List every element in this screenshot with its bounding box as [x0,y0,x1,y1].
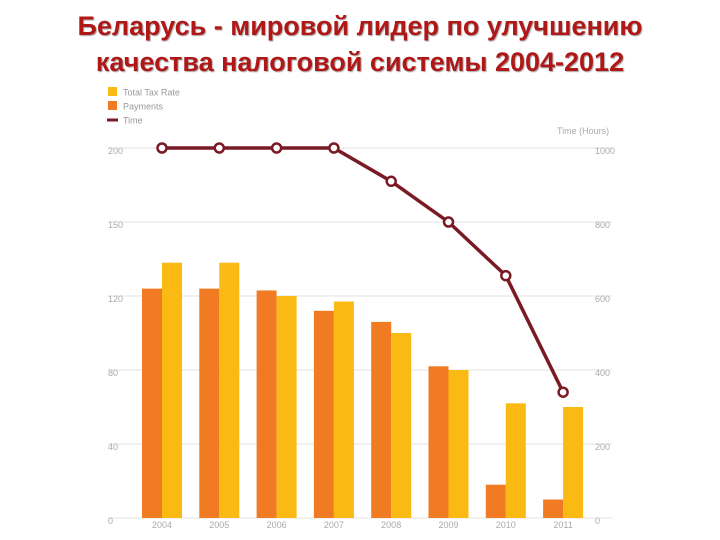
left-axis-tick-label: 80 [108,368,118,378]
right-axis-tick-label: 0 [595,516,600,526]
x-axis-tick-label: 2005 [209,520,229,530]
x-axis-tick-label: 2008 [381,520,401,530]
time-point [557,386,569,398]
left-axis-tick-label: 200 [108,146,123,156]
bar-total-tax-rate [391,333,412,518]
time-point [385,175,397,188]
time-point [213,142,226,154]
x-axis-tick-label: 2009 [438,520,458,530]
time-point [500,269,512,282]
bar-total-tax-rate [505,403,526,518]
bars [142,262,584,518]
right-axis-title: Time (Hours) [557,126,609,136]
slide-title-line-2: качества налоговой системы 2004-2012 [95,47,625,77]
bar-total-tax-rate [162,262,182,518]
right-axis-tick-label: 200 [595,442,610,452]
legend-item-payments: Payments [108,101,164,112]
x-axis-tick-label: 2010 [496,520,516,530]
time-point [270,142,283,154]
time-point [156,142,168,154]
bar-total-tax-rate [563,407,584,518]
bar-payments [313,310,334,518]
slide-title-line-1: Беларусь - мировой лидер по улучшению [77,11,643,41]
legend-label: Payments [123,102,164,112]
right-axis-tick-label: 1000 [595,146,615,156]
left-axis-tick-label: 40 [108,442,118,452]
legend-swatch [108,101,117,110]
time-point [328,142,340,154]
axes: 200 1000 150 800 120 600 80 400 40 200 0 0 Time (Hou… [108,126,615,530]
bar-total-tax-rate [276,296,297,518]
left-axis-tick-label: 150 [108,220,123,230]
legend-item-time: Time [107,116,143,126]
chart-legend: Total Tax Rate Payments Time [107,87,180,126]
left-axis-tick-label: 120 [108,294,123,304]
legend-item-total-tax-rate: Total Tax Rate [108,87,180,98]
gridlines [108,147,612,519]
time-point [442,216,455,228]
x-axis-tick-label: 2007 [324,520,344,530]
bar-payments [256,290,277,518]
x-axis-tick-label: 2006 [267,520,287,530]
bar-payments [371,321,392,518]
time-line [162,146,565,393]
left-axis-tick-label: 0 [108,516,113,526]
legend-label: Time [123,116,143,126]
bar-total-tax-rate [448,370,469,518]
legend-label: Total Tax Rate [123,88,180,98]
time-series-line [156,142,569,398]
bar-payments [543,499,564,518]
slide-title: Беларусь - мировой лидер по улучшению ка… [0,8,720,80]
right-axis-tick-label: 400 [595,368,610,378]
bar-payments [199,288,220,518]
bar-total-tax-rate [333,301,354,518]
legend-swatch [108,87,117,96]
x-axis-tick-label: 2011 [553,520,572,530]
x-axis-tick-label: 2004 [152,520,172,530]
bar-payments [485,484,506,518]
bar-payments [142,288,162,518]
right-axis-tick-label: 800 [595,220,610,230]
bar-payments [428,366,449,518]
bar-total-tax-rate [219,262,240,518]
right-axis-tick-label: 600 [595,294,610,304]
